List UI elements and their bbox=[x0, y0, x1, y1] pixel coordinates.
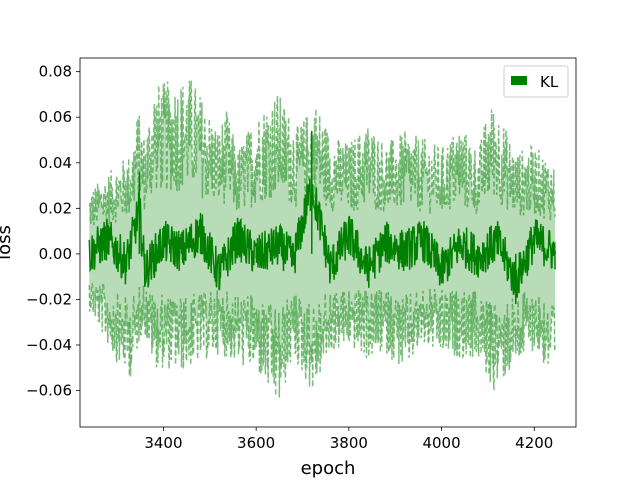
kl-series bbox=[88, 130, 556, 304]
x-tick-label: 3800 bbox=[330, 434, 368, 452]
x-tick-label: 3600 bbox=[237, 434, 275, 452]
y-tick-label: −0.04 bbox=[26, 336, 72, 354]
band-fill bbox=[89, 80, 556, 398]
legend: KL bbox=[503, 65, 569, 98]
x-tick-label: 3400 bbox=[144, 434, 182, 452]
band-lower-line bbox=[88, 283, 556, 398]
y-axis-title: loss bbox=[0, 225, 15, 260]
legend-swatch-kl bbox=[511, 76, 527, 85]
band-upper-line bbox=[88, 80, 556, 226]
y-tick-label: 0.02 bbox=[39, 199, 72, 217]
y-tick-label: −0.02 bbox=[26, 290, 72, 308]
x-tick-label: 4000 bbox=[422, 434, 460, 452]
y-tick-label: 0.08 bbox=[39, 63, 72, 81]
plot-frame bbox=[79, 57, 577, 428]
x-axis-ticks: 3400 3600 3800 4000 4200 bbox=[144, 427, 553, 452]
legend-label-kl: KL bbox=[540, 73, 559, 91]
kl-line bbox=[88, 178, 556, 298]
y-axis-ticks: −0.06 −0.04 −0.02 0.00 0.02 0.04 0.06 0.08 bbox=[26, 63, 80, 400]
kl-variance-band bbox=[88, 80, 556, 398]
legend-box bbox=[503, 65, 569, 98]
y-tick-label: 0.00 bbox=[39, 245, 72, 263]
x-axis-title: epoch bbox=[301, 458, 356, 479]
y-tick-label: 0.04 bbox=[39, 154, 72, 172]
x-tick-label: 4200 bbox=[515, 434, 553, 452]
y-tick-label: −0.06 bbox=[26, 382, 72, 400]
y-tick-label: 0.06 bbox=[39, 108, 72, 126]
